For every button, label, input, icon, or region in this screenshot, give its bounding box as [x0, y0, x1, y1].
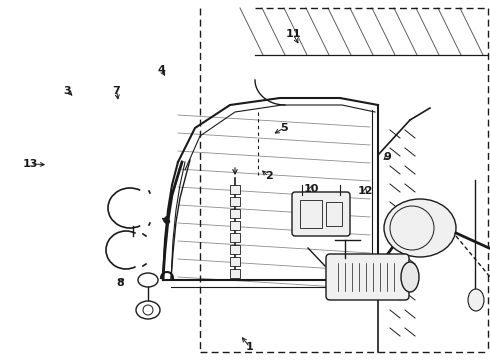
- Bar: [230, 257, 240, 266]
- FancyBboxPatch shape: [326, 254, 409, 300]
- Bar: [230, 185, 240, 194]
- Text: 1: 1: [246, 342, 254, 352]
- Text: 7: 7: [113, 86, 121, 96]
- Text: 6: 6: [163, 216, 171, 226]
- Bar: [230, 209, 240, 218]
- Bar: [230, 197, 240, 206]
- Text: 13: 13: [23, 159, 38, 169]
- Text: 10: 10: [303, 184, 319, 194]
- Text: 3: 3: [64, 86, 72, 96]
- Text: 9: 9: [383, 152, 391, 162]
- Text: 12: 12: [357, 186, 373, 196]
- Bar: [230, 269, 240, 278]
- Ellipse shape: [401, 262, 419, 292]
- Bar: [300, 200, 322, 228]
- Bar: [326, 202, 342, 226]
- Bar: [230, 245, 240, 254]
- Text: 11: 11: [285, 29, 301, 39]
- Text: 2: 2: [265, 171, 272, 181]
- Text: 5: 5: [280, 123, 288, 133]
- Text: 8: 8: [116, 278, 124, 288]
- FancyBboxPatch shape: [292, 192, 350, 236]
- Bar: [230, 233, 240, 242]
- Text: 4: 4: [158, 65, 166, 75]
- Ellipse shape: [468, 289, 484, 311]
- Ellipse shape: [384, 199, 456, 257]
- Bar: [230, 221, 240, 230]
